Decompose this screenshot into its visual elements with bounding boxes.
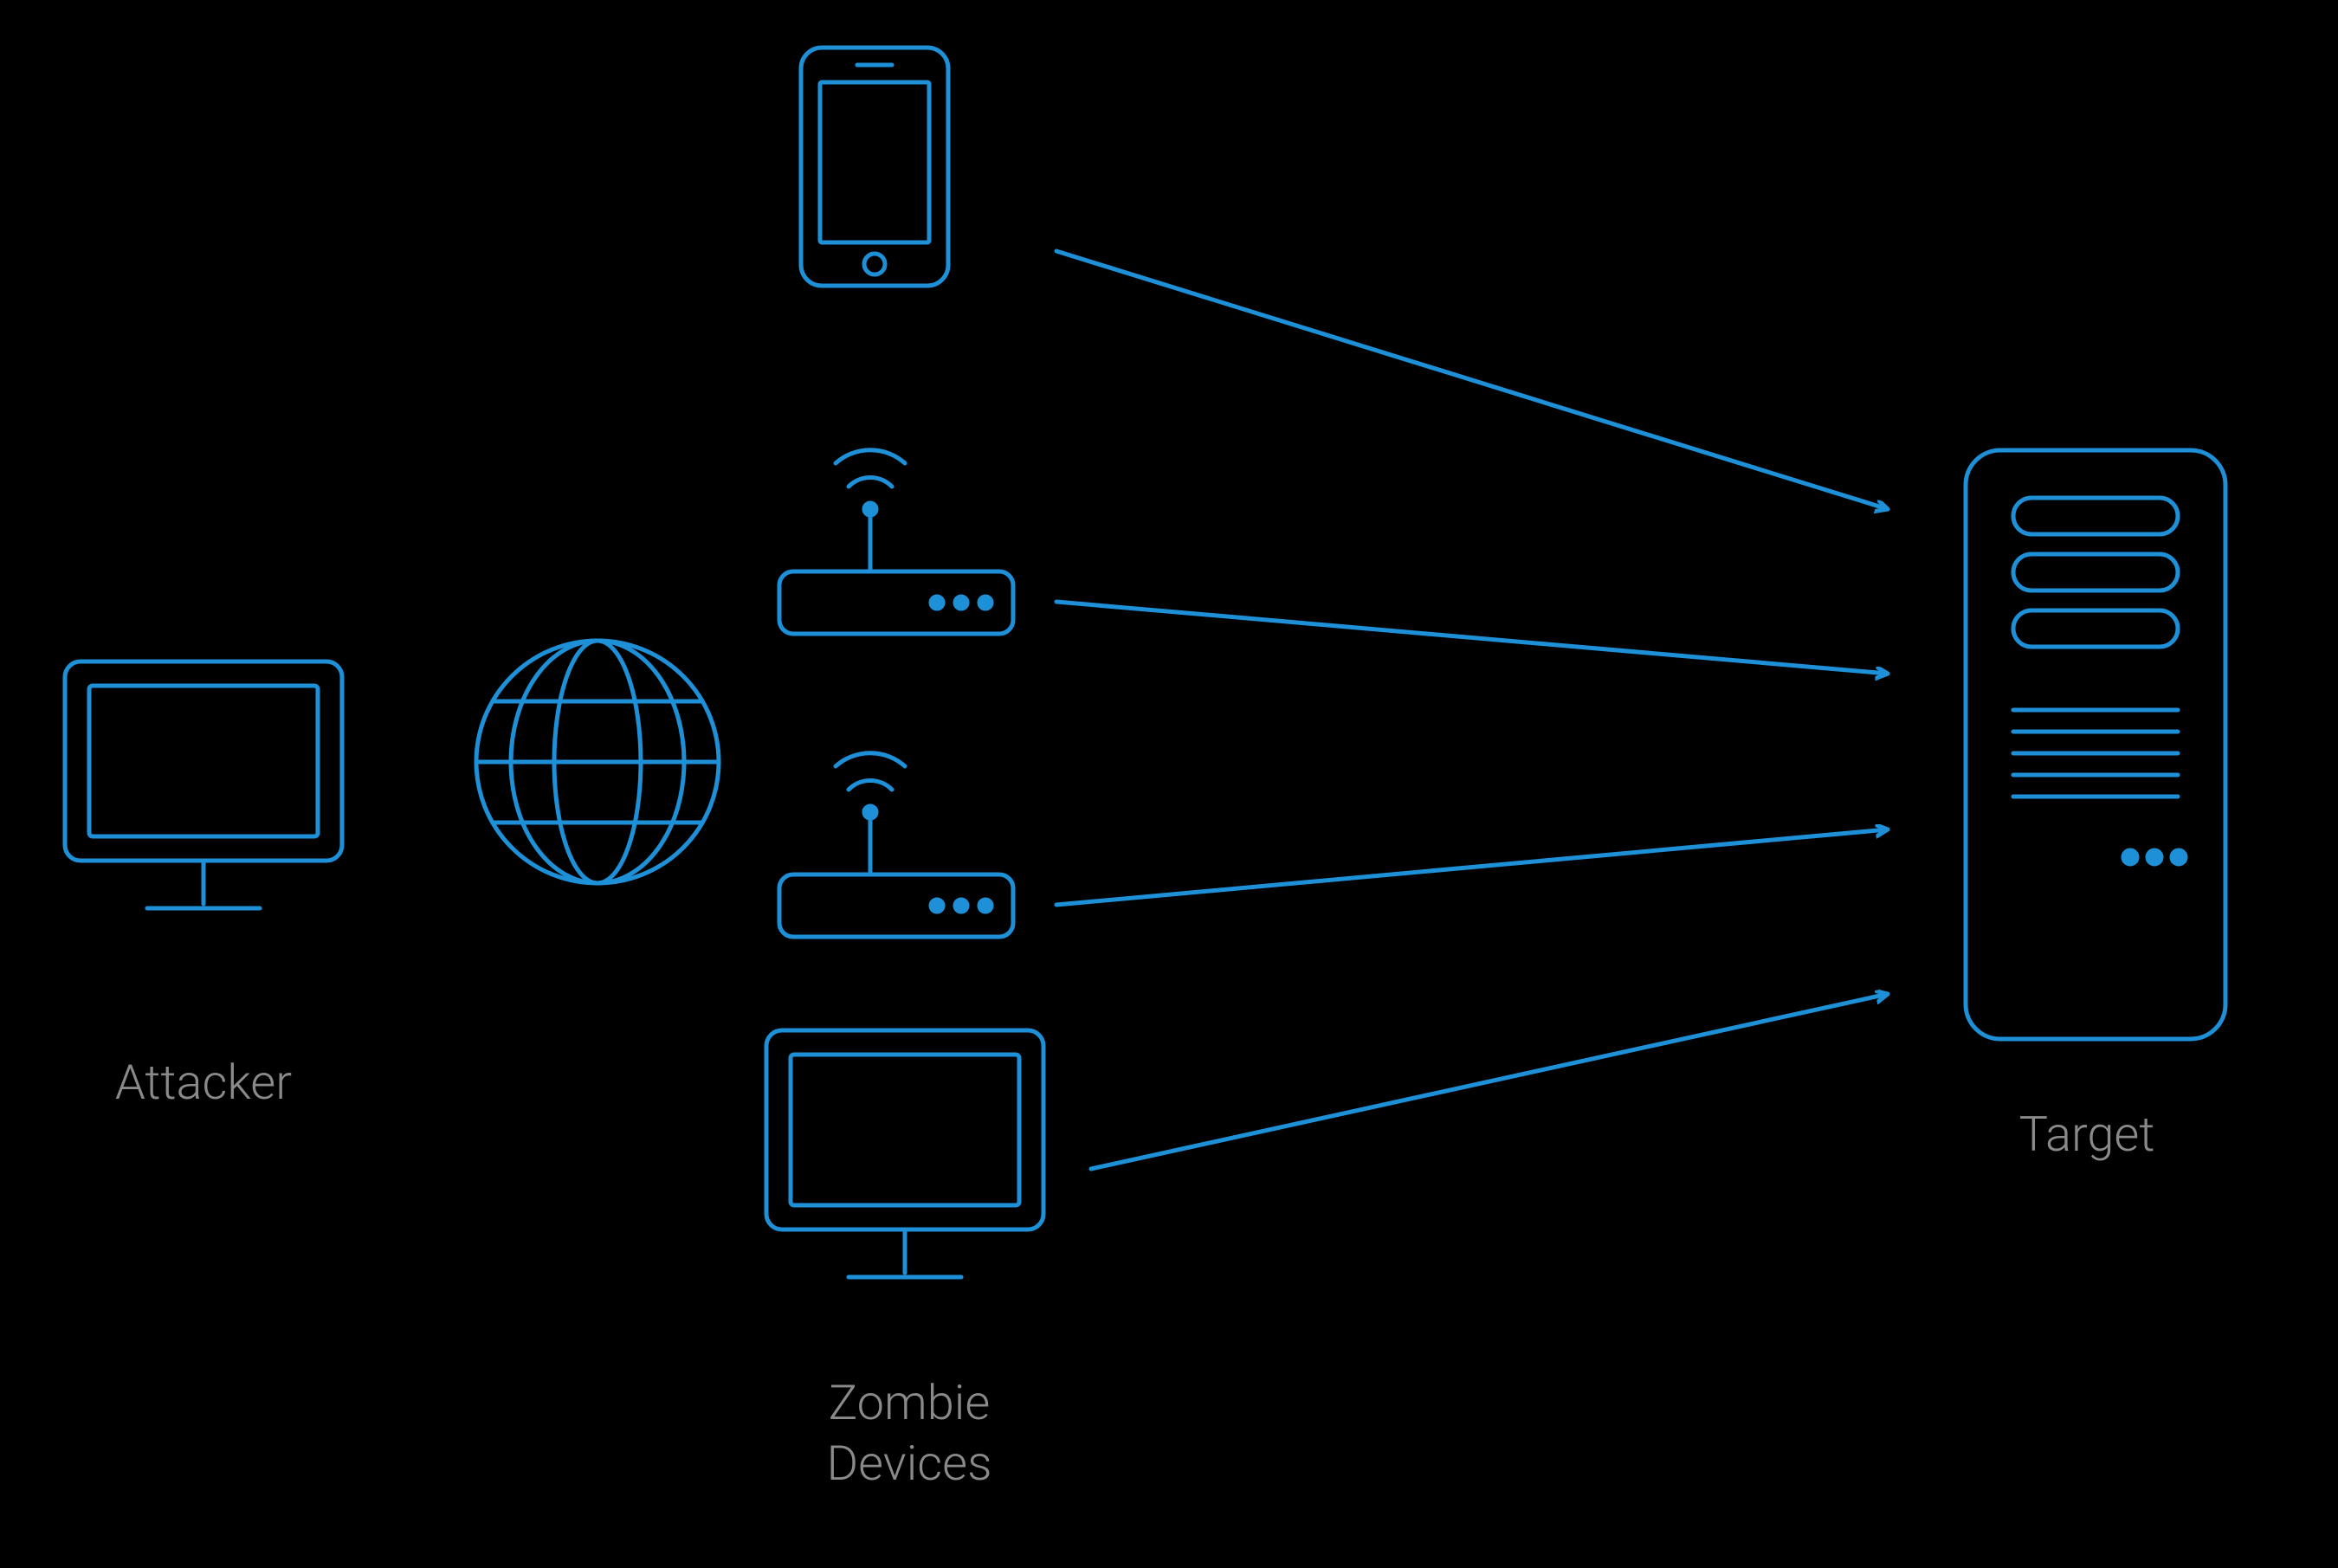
attack-arrows [1056,251,1888,1169]
diagram-canvas: Attacker Zombie Devices Target [0,0,2338,1568]
target-label: Target [1966,1104,2208,1165]
attacker-monitor-icon [65,661,342,908]
phone-icon [801,48,948,286]
router-icon-1 [779,450,1013,634]
attacker-label: Attacker [48,1052,359,1113]
arrow-router2 [1056,829,1888,905]
server-icon [1966,450,2225,1039]
router-icon-2 [779,753,1013,937]
zombies-label: Zombie Devices [736,1372,1082,1494]
ddos-diagram [0,0,2338,1568]
arrow-router1 [1056,602,1888,674]
zombies-label-line2: Devices [826,1435,991,1492]
globe-icon [476,641,719,883]
zombies-label-line1: Zombie [829,1374,991,1431]
arrow-monitor [1091,994,1888,1169]
arrow-phone [1056,251,1888,509]
zombie-monitor-icon [766,1030,1043,1277]
